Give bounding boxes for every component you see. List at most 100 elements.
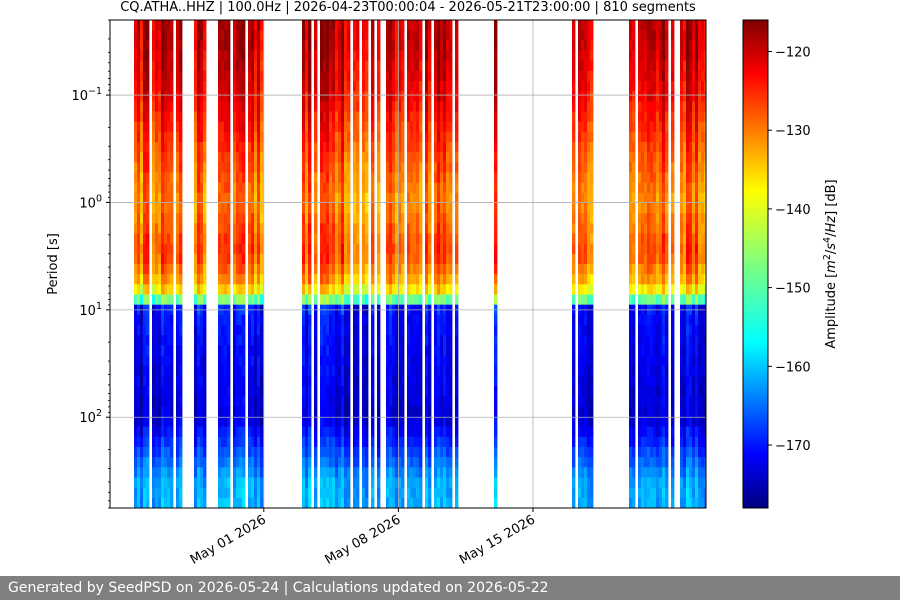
heatmap-cell [650, 406, 654, 417]
heatmap-cell [161, 396, 165, 407]
heatmap-cell [218, 355, 222, 367]
heatmap-cell [416, 447, 420, 458]
heatmap-cell [176, 192, 180, 204]
heatmap-cell [341, 40, 345, 51]
heatmap-cell [401, 50, 405, 62]
heatmap-cell [446, 284, 450, 295]
y-tick-label: 10−1 [71, 86, 102, 104]
heatmap-cell [176, 294, 180, 306]
heatmap-cell [434, 294, 438, 306]
heatmap-cell [338, 253, 342, 265]
heatmap-cell [695, 192, 699, 204]
heatmap-cell [158, 223, 162, 234]
heatmap-cell [332, 152, 336, 163]
heatmap-cell [242, 142, 246, 153]
heatmap-cell [443, 233, 447, 245]
heatmap-cell [398, 396, 402, 407]
heatmap-cell [671, 30, 675, 41]
heatmap-cell [392, 30, 396, 41]
heatmap-cell [329, 457, 333, 468]
heatmap-cell [362, 101, 366, 112]
heatmap-cell [329, 162, 333, 173]
heatmap-cell [698, 375, 702, 387]
heatmap-cell [581, 396, 585, 407]
heatmap-cell [443, 375, 447, 387]
heatmap-cell [176, 40, 180, 51]
heatmap-cell [314, 142, 318, 153]
heatmap-cell [653, 121, 657, 133]
heatmap-cell [236, 91, 240, 102]
heatmap-cell [197, 81, 201, 92]
heatmap-cell [224, 253, 228, 265]
heatmap-cell [347, 223, 351, 234]
heatmap-cell [170, 264, 174, 275]
heatmap-cell [419, 111, 423, 123]
heatmap-cell [590, 243, 594, 255]
heatmap-cell [179, 162, 183, 173]
heatmap-cell [164, 152, 168, 163]
heatmap-cell [671, 284, 675, 295]
heatmap-cell [314, 457, 318, 468]
heatmap-cell [161, 426, 165, 438]
heatmap-cell [248, 162, 252, 173]
heatmap-cell [167, 325, 171, 336]
heatmap-cell [158, 182, 162, 194]
heatmap-cell [146, 223, 150, 234]
heatmap-cell [689, 203, 693, 214]
heatmap-cell [257, 355, 261, 367]
heatmap-cell [140, 447, 144, 458]
heatmap-cell [347, 345, 351, 356]
heatmap-cell [638, 325, 642, 336]
heatmap-cell [257, 30, 261, 41]
heatmap-cell [389, 497, 393, 508]
heatmap-cell [170, 131, 174, 143]
heatmap-cell [179, 314, 183, 326]
heatmap-cell [137, 396, 141, 407]
heatmap-cell [362, 396, 366, 407]
heatmap-cell [323, 386, 327, 397]
heatmap-cell [155, 60, 159, 72]
heatmap-cell [389, 477, 393, 489]
heatmap-cell [590, 365, 594, 377]
heatmap-cell [455, 223, 459, 234]
heatmap-cell [689, 314, 693, 326]
heatmap-cell [425, 436, 429, 448]
heatmap-cell [443, 447, 447, 458]
heatmap-cell [161, 152, 165, 163]
heatmap-cell [221, 142, 225, 153]
heatmap-cell [137, 467, 141, 478]
heatmap-cell [164, 121, 168, 133]
heatmap-cell [158, 91, 162, 102]
heatmap-cell [659, 487, 663, 499]
heatmap-cell [650, 203, 654, 214]
heatmap-cell [203, 436, 207, 448]
heatmap-cell [161, 497, 165, 508]
heatmap-cell [152, 111, 156, 123]
heatmap-cell [323, 131, 327, 143]
heatmap-cell [254, 30, 258, 41]
heatmap-cell [434, 447, 438, 458]
heatmap-cell [659, 375, 663, 387]
heatmap-cell [344, 20, 348, 31]
heatmap-cell [656, 467, 660, 478]
heatmap-cell [254, 142, 258, 153]
heatmap-cell [392, 213, 396, 224]
heatmap-cell [389, 111, 393, 123]
heatmap-cell [371, 325, 375, 336]
heatmap-cell [167, 264, 171, 275]
heatmap-cell [326, 70, 330, 82]
heatmap-cell [239, 203, 243, 214]
heatmap-cell [680, 497, 684, 508]
heatmap-cell [260, 203, 264, 214]
heatmap-cell [164, 396, 168, 407]
heatmap-cell [434, 60, 438, 72]
heatmap-cell [656, 457, 660, 468]
heatmap-cell [692, 60, 696, 72]
heatmap-cell [224, 111, 228, 123]
heatmap-cell [164, 253, 168, 265]
heatmap-cell [134, 436, 138, 448]
heatmap-cell [320, 50, 324, 62]
heatmap-cell [425, 142, 429, 153]
heatmap-cell [581, 355, 585, 367]
heatmap-cell [167, 223, 171, 234]
